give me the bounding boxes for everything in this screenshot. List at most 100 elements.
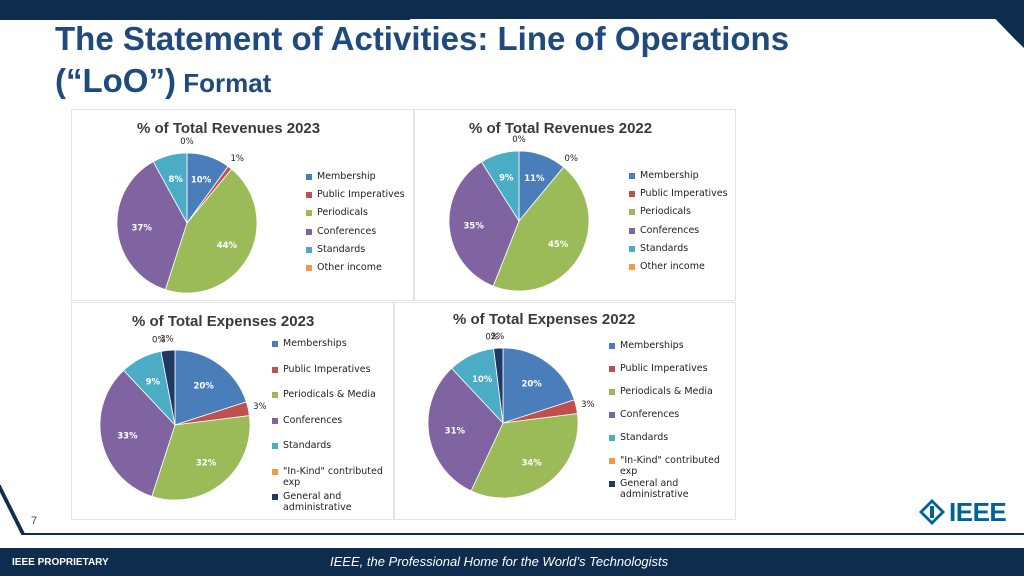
pie-data-label: 31% — [445, 427, 466, 437]
legend-swatch — [609, 389, 615, 395]
legend-swatch — [629, 209, 635, 216]
legend-label: Periodicals — [317, 207, 368, 219]
chart-title: % of Total Expenses 2023 — [132, 313, 315, 330]
chart-title: % of Total Revenues 2023 — [137, 120, 321, 137]
chart-panel-expenses-2022: % of Total Expenses 2022 20% 3% 34% 31% 10% 0… — [394, 302, 736, 520]
footer-proprietary: IEEE PROPRIETARY — [12, 557, 109, 568]
pie-data-label: 8% — [168, 175, 183, 185]
pie-data-label: 0% — [512, 135, 526, 145]
slide-number: 7 — [31, 515, 38, 527]
chart-panel-revenues-2022: % of Total Revenues 2022 11% 0% 45% 35% 9% 0%… — [414, 109, 736, 301]
legend-swatch — [272, 341, 278, 347]
pie-data-label: 20% — [193, 382, 214, 392]
slide-title: The Statement of Activities: Line of Ope… — [55, 18, 789, 109]
legend-swatch — [272, 468, 278, 475]
legend-label: "In-Kind" contributed exp — [283, 465, 383, 488]
pie-slice-periodicals — [164, 168, 258, 294]
legend-label: Memberships — [283, 338, 347, 349]
title-line-2a: (“LoO”) — [55, 62, 176, 99]
pie-data-label: 0% — [485, 333, 499, 343]
pie-slice-periodicals-media — [151, 415, 251, 501]
footer-tagline: IEEE, the Professional Home for the Worl… — [330, 554, 669, 569]
legend-label: Membership — [640, 170, 699, 181]
legend-swatch — [609, 412, 615, 418]
legend-label: Public Imperatives — [283, 363, 371, 375]
legend-swatch — [609, 481, 615, 487]
legend-swatch — [306, 174, 312, 180]
pie-data-label: 45% — [548, 240, 569, 250]
pie-data-label: 1% — [231, 154, 245, 164]
pie-data-label: 3% — [581, 400, 595, 410]
legend-swatch — [272, 417, 278, 424]
title-line-2b: Format — [175, 68, 272, 98]
legend-swatch — [629, 191, 635, 198]
legend-swatch — [272, 366, 278, 373]
legend-label: Membership — [317, 171, 376, 182]
pie-slice-conferences — [427, 367, 504, 492]
pie-data-label: 3% — [160, 334, 174, 344]
footer-bar: IEEE PROPRIETARY IEEE, the Professional … — [0, 548, 1024, 576]
pie-data-label: 2% — [491, 332, 505, 342]
pie-data-label: 20% — [521, 380, 542, 390]
legend-label: Public Imperatives — [317, 189, 405, 201]
pie-data-label: 35% — [464, 221, 485, 231]
pie-chart: 10% 1% 44% 37% 8% 0% — [116, 137, 258, 294]
legend-swatch — [609, 343, 615, 349]
pie-data-label: 3% — [253, 402, 267, 412]
chart-title: % of Total Revenues 2022 — [469, 120, 653, 137]
pie-slice-periodicals — [492, 166, 590, 292]
pie-data-label: 33% — [117, 432, 138, 442]
legend-label: Standards — [283, 440, 332, 451]
pie-data-label: 32% — [196, 459, 217, 469]
pie-slice-standards — [152, 152, 188, 224]
legend-label: Standards — [640, 242, 689, 254]
logo-wordmark: IEEE — [949, 497, 1007, 527]
legend-swatch — [306, 265, 312, 271]
legend-label: Memberships — [620, 340, 684, 351]
pie-data-label: 34% — [521, 458, 542, 468]
legend-swatch — [272, 392, 278, 398]
legend-label: Other income — [317, 262, 382, 273]
pie-chart: 11% 0% 45% 35% 9% 0% — [448, 135, 590, 292]
chart-title: % of Total Expenses 2022 — [453, 311, 636, 328]
pie-data-label: 0% — [152, 336, 166, 346]
ieee-diamond-icon — [919, 499, 945, 525]
legend-swatch — [306, 246, 312, 253]
pie-slice-general-and-administrative — [493, 347, 504, 424]
pie-data-label: 9% — [499, 173, 514, 183]
pie-data-label: 0% — [565, 154, 579, 164]
legend-label: Conferences — [317, 225, 377, 237]
pie-slice-general-and-administrative — [160, 349, 176, 426]
pie-data-label: 10% — [472, 375, 493, 385]
legend-label: Periodicals & Media — [620, 386, 713, 397]
title-line-1: The Statement of Activities: Line of Ope… — [55, 20, 790, 57]
legend-label: Periodicals — [640, 206, 691, 218]
legend-swatch — [609, 435, 615, 441]
legend-label: Public Imperatives — [640, 188, 728, 200]
legend-swatch — [629, 264, 635, 270]
legend-swatch — [629, 173, 635, 179]
pie-slice-memberships — [502, 347, 575, 424]
pie-data-label: 9% — [146, 378, 161, 388]
legend-label: General and administrative — [283, 491, 352, 513]
pie-data-label: 37% — [132, 223, 153, 233]
top-bar — [0, 0, 1024, 20]
pie-data-label: 10% — [191, 176, 212, 186]
legend-label: Other income — [640, 261, 705, 272]
legend-swatch — [306, 192, 312, 199]
chart-panel-expenses-2023: % of Total Expenses 2023 20% 3% 32% 33% 9% 0%… — [71, 302, 394, 520]
legend-label: Public Imperatives — [620, 363, 708, 374]
pie-slice-standards — [480, 150, 520, 223]
legend-label: "In-Kind" contributed exp — [620, 455, 720, 477]
pie-data-label: 11% — [524, 174, 545, 184]
legend-swatch — [609, 458, 615, 464]
pie-slice-conferences — [99, 369, 176, 497]
legend-swatch — [629, 245, 635, 252]
legend-label: Conferences — [640, 224, 700, 236]
legend-label: Periodicals & Media — [283, 389, 376, 400]
legend-label: Conferences — [620, 409, 680, 420]
legend-swatch — [629, 227, 635, 234]
pie-slice-memberships — [174, 349, 247, 426]
pie-chart: 20% 3% 34% 31% 10% 0%2% — [427, 332, 595, 499]
